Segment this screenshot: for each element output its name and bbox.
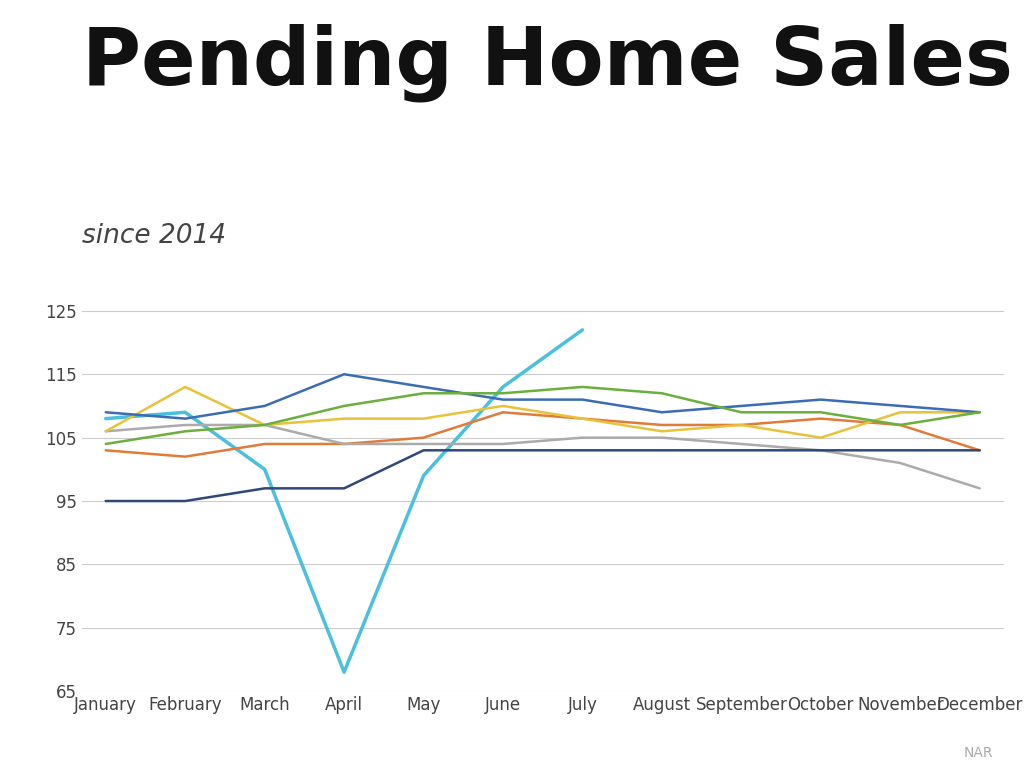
2017: [99, 427, 112, 436]
2015: [577, 382, 589, 392]
2018: [497, 439, 509, 449]
2018: [99, 427, 112, 436]
Line: 2014: 2014: [105, 450, 980, 501]
2015: [655, 389, 668, 398]
Line: 2016: 2016: [105, 374, 980, 419]
2014: [577, 445, 589, 455]
Text: Pending Home Sales: Pending Home Sales: [82, 23, 1013, 101]
2016: [338, 369, 350, 379]
2017: [894, 408, 906, 417]
2017: [497, 402, 509, 411]
2019: [894, 420, 906, 429]
2019: [418, 433, 430, 442]
2016: [577, 395, 589, 404]
2014: [338, 484, 350, 493]
2017: [418, 414, 430, 423]
2015: [974, 408, 986, 417]
2014: [974, 445, 986, 455]
2017: [735, 420, 748, 429]
2014: [497, 445, 509, 455]
2018: [179, 420, 191, 429]
2019: [258, 439, 270, 449]
2015: [497, 389, 509, 398]
2020: [338, 667, 350, 677]
Line: 2018: 2018: [105, 425, 980, 488]
2017: [974, 408, 986, 417]
2019: [338, 439, 350, 449]
2014: [815, 445, 827, 455]
2018: [894, 458, 906, 468]
2019: [974, 445, 986, 455]
2014: [99, 496, 112, 505]
2015: [894, 420, 906, 429]
2020: [179, 408, 191, 417]
2014: [735, 445, 748, 455]
2018: [258, 420, 270, 429]
2016: [974, 408, 986, 417]
2014: [258, 484, 270, 493]
2017: [577, 414, 589, 423]
2015: [258, 420, 270, 429]
2016: [815, 395, 827, 404]
2018: [815, 445, 827, 455]
Text: since 2014: since 2014: [82, 223, 226, 249]
2017: [815, 433, 827, 442]
2018: [577, 433, 589, 442]
2018: [974, 484, 986, 493]
2015: [99, 439, 112, 449]
2020: [258, 465, 270, 474]
2020: [418, 471, 430, 480]
2014: [655, 445, 668, 455]
2019: [99, 445, 112, 455]
2014: [894, 445, 906, 455]
2020: [99, 414, 112, 423]
2016: [258, 402, 270, 411]
2014: [418, 445, 430, 455]
Line: 2015: 2015: [105, 387, 980, 444]
Text: NAR: NAR: [964, 746, 993, 760]
Line: 2019: 2019: [105, 412, 980, 457]
2016: [894, 402, 906, 411]
Line: 2017: 2017: [105, 387, 980, 438]
2017: [179, 382, 191, 392]
2016: [99, 408, 112, 417]
2019: [497, 408, 509, 417]
2019: [655, 420, 668, 429]
2020: [497, 382, 509, 392]
2018: [338, 439, 350, 449]
2019: [577, 414, 589, 423]
2020: [577, 326, 589, 335]
2017: [258, 420, 270, 429]
2019: [815, 414, 827, 423]
2016: [735, 402, 748, 411]
2018: [418, 439, 430, 449]
2016: [418, 382, 430, 392]
2015: [815, 408, 827, 417]
2019: [179, 452, 191, 462]
2015: [735, 408, 748, 417]
Line: 2020: 2020: [105, 330, 583, 672]
2015: [179, 427, 191, 436]
2018: [655, 433, 668, 442]
2014: [179, 496, 191, 505]
2015: [338, 402, 350, 411]
2017: [338, 414, 350, 423]
2018: [735, 439, 748, 449]
2016: [497, 395, 509, 404]
2017: [655, 427, 668, 436]
2016: [179, 414, 191, 423]
2015: [418, 389, 430, 398]
2019: [735, 420, 748, 429]
2016: [655, 408, 668, 417]
